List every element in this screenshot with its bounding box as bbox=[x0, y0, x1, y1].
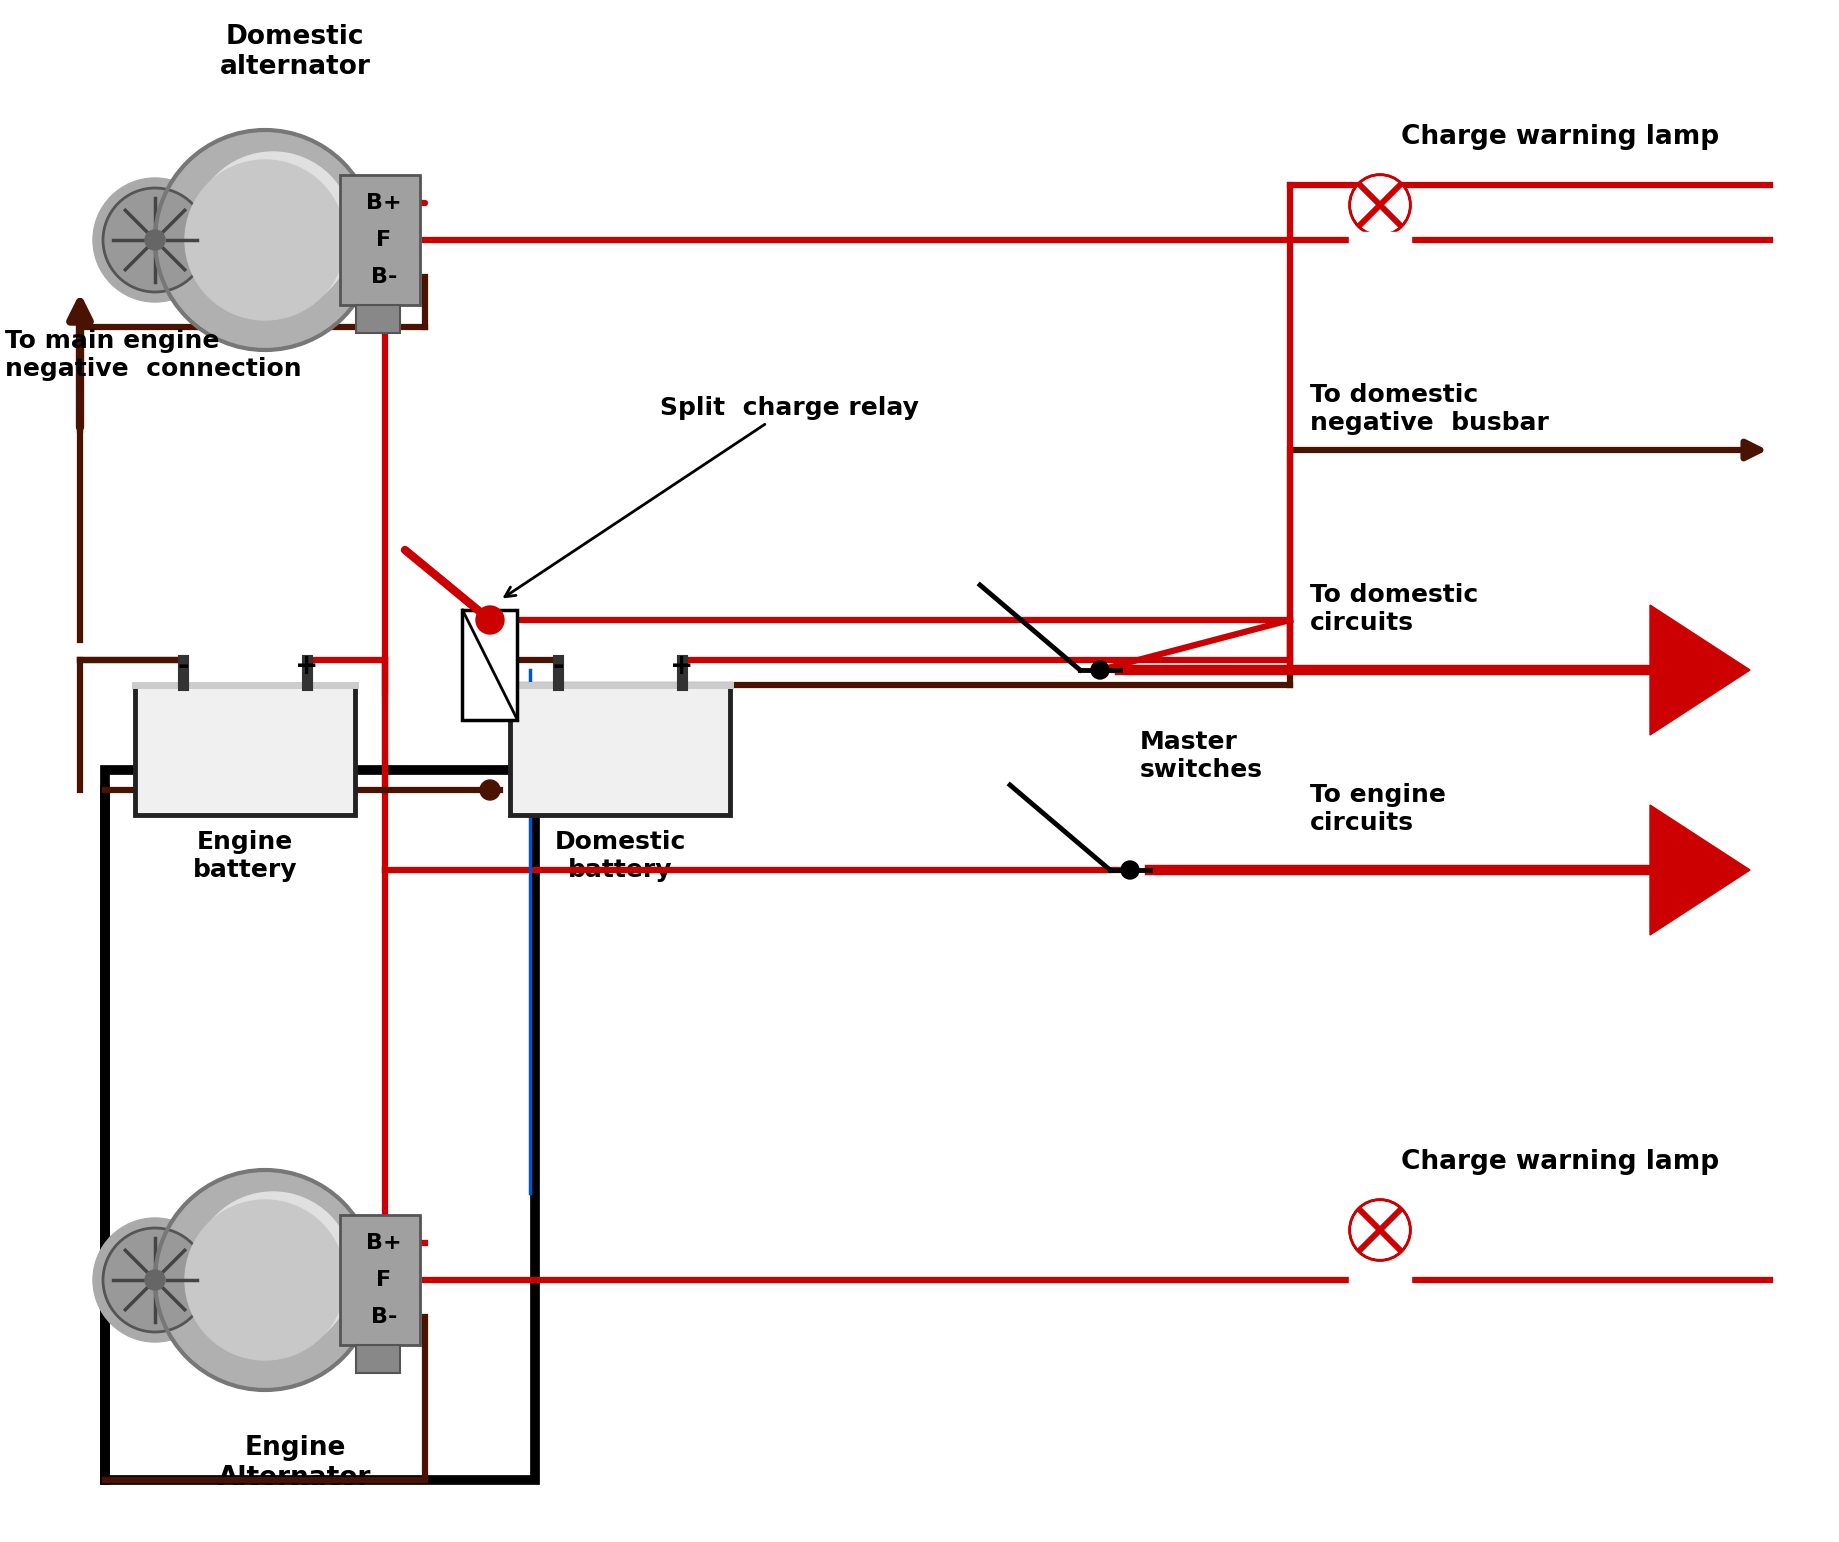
Text: Domestic
alternator: Domestic alternator bbox=[219, 25, 370, 80]
Circle shape bbox=[1348, 174, 1411, 236]
Polygon shape bbox=[1650, 604, 1749, 736]
Circle shape bbox=[186, 160, 346, 321]
Bar bbox=[340, 1215, 419, 1345]
Bar bbox=[509, 685, 730, 816]
Circle shape bbox=[1348, 174, 1411, 236]
Circle shape bbox=[1352, 1203, 1407, 1258]
Circle shape bbox=[1352, 177, 1407, 233]
Text: Master
switches: Master switches bbox=[1140, 729, 1262, 782]
Text: Engine
Alternator: Engine Alternator bbox=[219, 1436, 371, 1491]
Text: F: F bbox=[377, 1271, 392, 1291]
Text: B-: B- bbox=[371, 1308, 397, 1328]
Circle shape bbox=[480, 780, 500, 800]
Circle shape bbox=[103, 1227, 206, 1332]
Circle shape bbox=[1091, 662, 1109, 678]
Text: +: + bbox=[294, 652, 318, 680]
Text: To domestic
negative  busbar: To domestic negative busbar bbox=[1309, 384, 1548, 435]
Circle shape bbox=[1348, 1200, 1411, 1261]
Circle shape bbox=[94, 177, 217, 302]
Text: F: F bbox=[377, 230, 392, 250]
Circle shape bbox=[186, 1200, 346, 1360]
Text: -: - bbox=[552, 652, 565, 680]
Circle shape bbox=[1120, 860, 1138, 879]
Polygon shape bbox=[1650, 805, 1749, 934]
Text: To domestic
circuits: To domestic circuits bbox=[1309, 583, 1477, 635]
Circle shape bbox=[94, 1218, 217, 1342]
Circle shape bbox=[145, 230, 166, 250]
Bar bbox=[134, 685, 355, 816]
Bar bbox=[355, 305, 399, 333]
Text: B+: B+ bbox=[366, 1234, 401, 1252]
Circle shape bbox=[154, 1170, 375, 1389]
Circle shape bbox=[103, 188, 206, 291]
Text: Charge warning lamp: Charge warning lamp bbox=[1399, 123, 1718, 150]
Bar bbox=[355, 1345, 399, 1372]
Circle shape bbox=[154, 130, 375, 350]
Circle shape bbox=[1352, 1203, 1407, 1258]
Text: Engine
battery: Engine battery bbox=[193, 830, 298, 882]
Circle shape bbox=[1352, 177, 1407, 233]
Text: +: + bbox=[669, 652, 693, 680]
Circle shape bbox=[1348, 1200, 1411, 1261]
Text: B-: B- bbox=[371, 267, 397, 287]
Text: Domestic
battery: Domestic battery bbox=[554, 830, 686, 882]
Bar bbox=[462, 611, 517, 720]
Text: To engine
circuits: To engine circuits bbox=[1309, 783, 1445, 836]
Circle shape bbox=[193, 1192, 353, 1352]
Bar bbox=[105, 769, 535, 1480]
Circle shape bbox=[193, 153, 353, 311]
Text: Split  charge relay: Split charge relay bbox=[504, 396, 918, 597]
Text: -: - bbox=[178, 652, 189, 680]
Circle shape bbox=[145, 1271, 166, 1291]
Text: To main engine
negative  connection: To main engine negative connection bbox=[6, 328, 302, 381]
Text: Charge warning lamp: Charge warning lamp bbox=[1399, 1149, 1718, 1175]
Circle shape bbox=[476, 606, 504, 634]
Bar bbox=[340, 174, 419, 305]
Text: B+: B+ bbox=[366, 193, 401, 213]
